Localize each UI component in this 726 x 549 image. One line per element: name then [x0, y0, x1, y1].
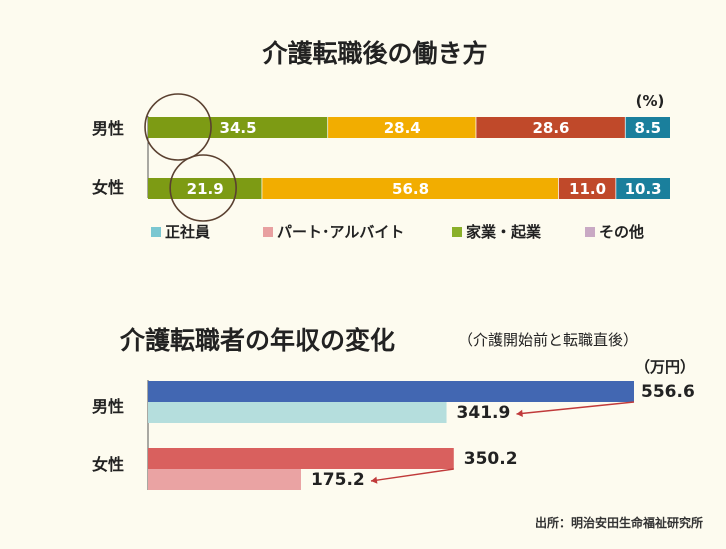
chart2-change-arrow-head — [516, 409, 523, 417]
chart1-data-label: 11.0 — [569, 180, 606, 198]
chart2-data-label: 556.6 — [641, 382, 695, 402]
chart1-data-label: 8.5 — [635, 119, 662, 137]
source-note: 出所：明治安田生命福祉研究所 — [535, 515, 703, 530]
chart1-bar-segment — [148, 117, 329, 138]
chart1-data-label: 34.5 — [220, 119, 257, 137]
chart2-title: 介護転職者の年収の変化 — [119, 326, 395, 355]
chart1-data-label: 21.9 — [187, 180, 224, 198]
legend-label: 家業・起業 — [466, 223, 542, 241]
legend-swatch — [263, 227, 273, 237]
chart1-unit: (%) — [636, 92, 665, 110]
chart1-data-label: 28.6 — [532, 119, 569, 137]
legend-label: その他 — [599, 223, 644, 241]
chart2-unit: （万円） — [635, 358, 695, 376]
chart2-bar — [148, 469, 301, 490]
chart2-bar — [148, 381, 634, 402]
chart1-bar-segment — [148, 178, 263, 199]
chart2-subtitle: （介護開始前と転職直後） — [458, 331, 638, 349]
legend-swatch — [585, 227, 595, 237]
chart1-data-label: 28.4 — [384, 119, 421, 137]
legend-label: 正社員 — [165, 223, 210, 241]
chart1-highlight-circles — [144, 93, 237, 222]
chart2-change-arrow-line — [370, 468, 454, 482]
chart1-legend: 正社員 パート･アルバイト 家業・起業 その他 — [151, 223, 644, 241]
legend-swatch — [452, 227, 462, 237]
chart1-bar-segment — [616, 178, 670, 199]
legend-swatch — [151, 227, 161, 237]
chart2-bar — [148, 448, 454, 469]
chart1-category-male: 男性 — [92, 119, 124, 138]
chart2-category-female: 女性 — [92, 455, 124, 474]
chart1-highlight-circle — [169, 154, 237, 222]
chart1-bar-segment — [625, 117, 670, 138]
chart1-bar-segment — [558, 178, 617, 199]
chart1-highlight-circle — [144, 93, 212, 161]
chart1-bars: 34.5 28.4 28.6 8.5 21.9 56.8 11.0 10.3 — [148, 117, 670, 199]
chart1-bar-segment — [476, 117, 626, 138]
chart1-data-label: 56.8 — [392, 180, 429, 198]
chart2-change-arrow-head — [370, 476, 378, 484]
chart2-data-label: 350.2 — [464, 449, 518, 469]
chart1-data-label: 10.3 — [625, 180, 662, 198]
chart2-category-male: 男性 — [92, 397, 124, 416]
chart2-change-arrow-line — [516, 401, 635, 415]
chart1-title: 介護転職後の働き方 — [261, 39, 487, 68]
chart2-data-label: 175.2 — [311, 470, 365, 490]
chart1-category-female: 女性 — [92, 178, 124, 197]
chart1-bar-segment — [262, 178, 559, 199]
chart2-bars: 556.6 341.9 350.2 175.2 — [148, 381, 695, 490]
chart1-bar-segment — [328, 117, 477, 138]
chart2-bar — [148, 402, 447, 423]
legend-label: パート･アルバイト — [277, 223, 404, 241]
chart2-data-label: 341.9 — [457, 403, 511, 423]
